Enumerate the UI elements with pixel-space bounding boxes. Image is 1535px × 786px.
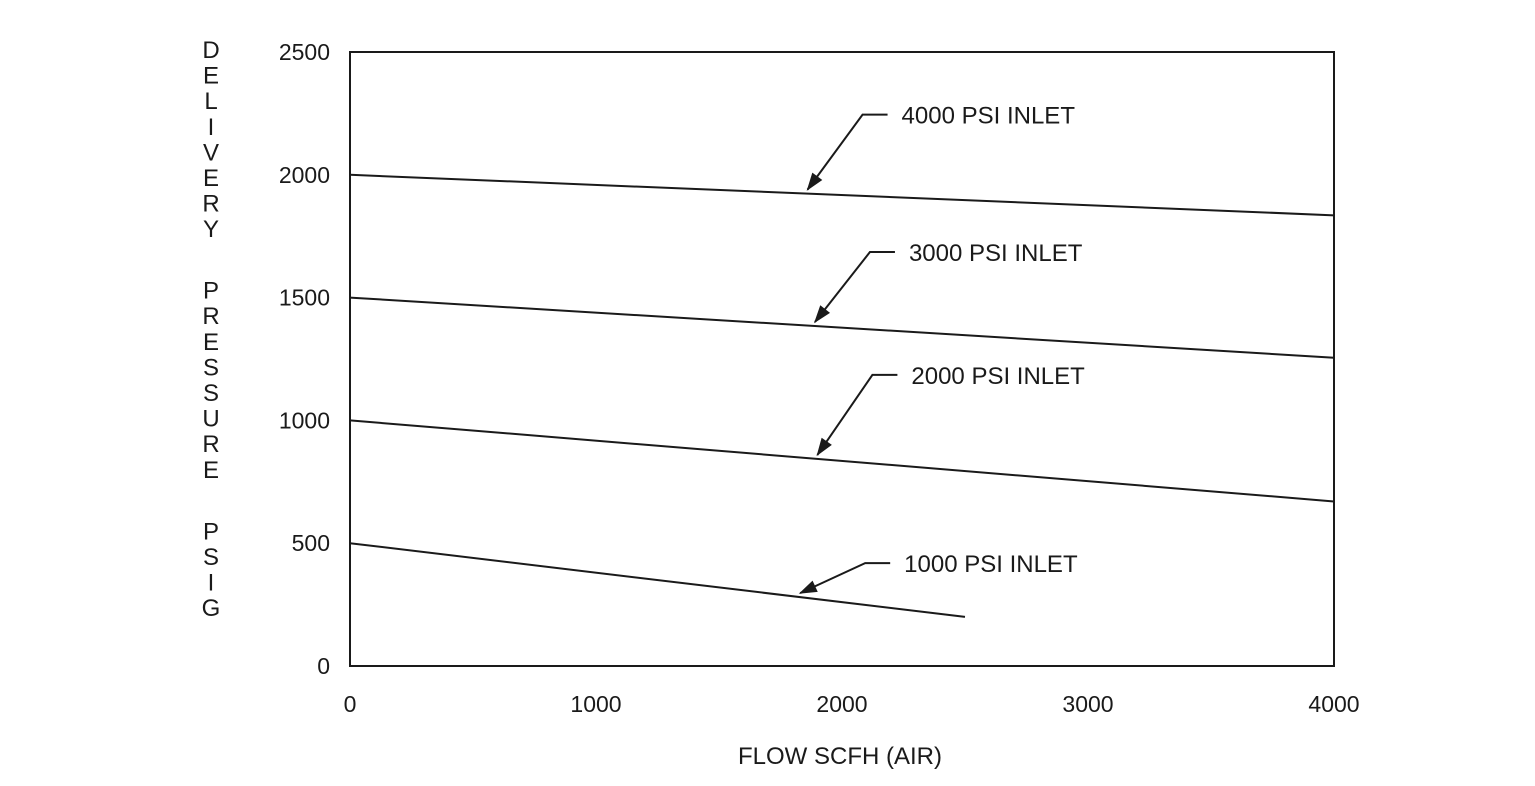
- y-axis-label-letter: S: [203, 380, 219, 407]
- y-tick-label: 2500: [279, 39, 330, 65]
- y-axis-label-letter: U: [202, 406, 219, 433]
- y-tick-label: 1000: [279, 407, 330, 433]
- series-label: 4000 PSI INLET: [902, 103, 1076, 130]
- callout-arrowhead: [806, 172, 823, 191]
- x-tick-label: 1000: [570, 691, 621, 717]
- callout-leader-line: [806, 113, 888, 191]
- y-axis-label-letter: R: [202, 431, 219, 458]
- y-axis-label-letter: E: [203, 457, 219, 484]
- series-callout-3: 2000 PSI INLET: [816, 363, 1085, 457]
- callout-arrowhead: [816, 437, 832, 457]
- series-line-1: [349, 173, 1335, 217]
- x-tick-label: 4000: [1308, 691, 1359, 717]
- x-tick-label: 2000: [816, 691, 867, 717]
- y-axis-label-letter: G: [202, 595, 221, 622]
- y-axis-label-letter: R: [202, 303, 219, 330]
- y-axis-label-letter: S: [203, 354, 219, 381]
- y-axis-label-letter: E: [203, 165, 219, 192]
- y-tick-label: 0: [317, 653, 330, 679]
- series-callout-1: 4000 PSI INLET: [806, 103, 1076, 191]
- y-axis-label-letter: D: [202, 37, 219, 64]
- y-axis-label-letter: P: [203, 518, 219, 545]
- y-axis-label-letter: I: [208, 114, 215, 141]
- callout-leader-line: [816, 373, 898, 456]
- y-axis-label-letter: Y: [203, 216, 219, 243]
- callout-leader-line: [799, 562, 891, 595]
- y-axis-label-letter: S: [203, 544, 219, 571]
- y-axis-label-letter: P: [203, 278, 219, 305]
- callout-leader-line: [814, 251, 895, 323]
- y-axis-label-letter: E: [203, 63, 219, 90]
- y-axis-label-letter: E: [203, 329, 219, 356]
- plot-area-frame: [349, 51, 1335, 667]
- series-callout-4: 1000 PSI INLET: [798, 551, 1078, 595]
- series-callout-2: 3000 PSI INLET: [813, 240, 1083, 324]
- y-axis-label-letter: I: [208, 569, 215, 596]
- y-axis-label-letter: V: [203, 139, 219, 166]
- series-label: 2000 PSI INLET: [911, 363, 1085, 390]
- x-axis-label: FLOW SCFH (AIR): [738, 743, 942, 770]
- callout-arrowhead: [813, 305, 831, 324]
- x-tick-label: 3000: [1062, 691, 1113, 717]
- y-tick-label: 2000: [279, 162, 330, 188]
- y-tick-label: 500: [292, 530, 330, 556]
- series-label: 1000 PSI INLET: [904, 551, 1078, 578]
- x-tick-label: 0: [344, 691, 357, 717]
- y-tick-label: 1500: [279, 285, 330, 311]
- y-axis-label-letter: R: [202, 191, 219, 218]
- series-line-4: [349, 542, 966, 618]
- y-axis-label-letter: L: [204, 88, 217, 115]
- series-label: 3000 PSI INLET: [909, 240, 1083, 267]
- callout-arrowhead: [798, 580, 818, 594]
- series-line-3: [349, 419, 1335, 503]
- series-line-2: [349, 296, 1335, 359]
